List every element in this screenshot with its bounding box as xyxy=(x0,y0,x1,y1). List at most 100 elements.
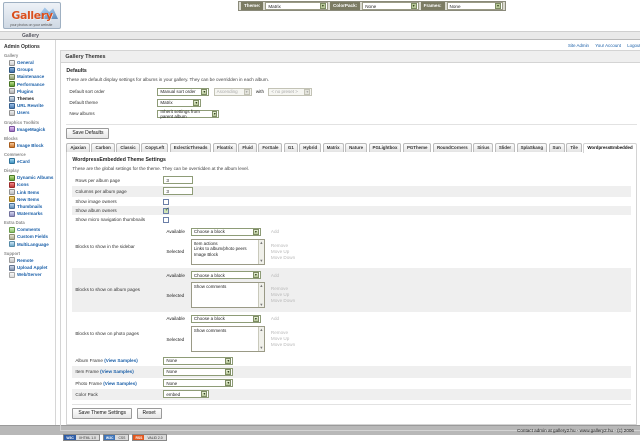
tab-sirius[interactable]: Sirius xyxy=(473,142,494,152)
reset-button[interactable]: Reset xyxy=(136,407,162,419)
sidebar-item-web-server[interactable]: Web/Server xyxy=(4,271,53,278)
view-samples-link[interactable]: (View Samples) xyxy=(103,380,137,386)
tab-floatrix[interactable]: Floatrix xyxy=(212,142,237,152)
sidebar-item-users[interactable]: Users xyxy=(4,109,53,116)
sidebar-item-ecard[interactable]: eCard xyxy=(4,158,53,165)
sidebar-item-image-block[interactable]: Image Block xyxy=(4,142,53,149)
tab-tile[interactable]: Tile xyxy=(566,142,582,152)
scroll-down-icon[interactable]: ▼ xyxy=(259,345,264,351)
selected-blocks-list[interactable]: Show comments ▲ ▼ xyxy=(190,282,265,309)
default-theme-select[interactable]: Matrix ▾ xyxy=(157,98,202,107)
link-site-admin[interactable]: Site Admin xyxy=(568,43,590,48)
tab-g1[interactable]: G1 xyxy=(283,142,298,152)
show-album-owners-checkbox[interactable] xyxy=(163,207,169,214)
sidebar-item-plugins[interactable]: Plugins xyxy=(4,88,53,95)
validation-badge[interactable]: W3C XHTML 1.0 xyxy=(63,433,100,441)
validation-badge[interactable]: RSS VALID 2.0 xyxy=(132,433,167,441)
tab-slider[interactable]: Slider xyxy=(494,142,516,152)
scrollbar[interactable]: ▲ ▼ xyxy=(257,327,264,351)
validation-badge[interactable]: W3C CSS xyxy=(102,433,130,441)
sidebar-item-remote[interactable]: Remote xyxy=(4,257,53,264)
view-samples-link[interactable]: (View Samples) xyxy=(104,358,138,364)
selected-block-item[interactable]: Show comments xyxy=(193,284,227,290)
tab-hybrid[interactable]: Hybrid xyxy=(299,142,322,152)
move-down-button[interactable]: Move Down xyxy=(270,298,296,304)
photo-frame-select[interactable]: None ▾ xyxy=(163,379,234,388)
tab-eclecticthreads[interactable]: EclecticThreads xyxy=(169,142,212,152)
save-theme-settings-button[interactable]: Save Theme Settings xyxy=(72,407,133,419)
tab-matrix[interactable]: Matrix xyxy=(322,142,344,152)
color-pack-select[interactable]: embed ▾ xyxy=(163,390,210,399)
tab-forsale[interactable]: ForSale xyxy=(258,142,283,152)
sidebar-item-link-items[interactable]: Link Items xyxy=(4,188,53,196)
frames-select[interactable]: None ▾ xyxy=(446,2,503,10)
scroll-up-icon[interactable]: ▲ xyxy=(259,327,264,332)
tab-fluid[interactable]: Fluid xyxy=(238,142,257,152)
selected-block-item[interactable]: Item actions xyxy=(193,240,218,246)
scroll-up-icon[interactable]: ▲ xyxy=(259,239,264,245)
move-up-button[interactable]: Move Up xyxy=(270,248,290,254)
sidebar-item-custom-fields[interactable]: Custom Fields xyxy=(4,233,53,240)
sidebar-item-maintenance[interactable]: Maintenance xyxy=(4,73,53,80)
sidebar-item-general[interactable]: General xyxy=(4,59,53,66)
move-down-button[interactable]: Move Down xyxy=(270,254,296,260)
sidebar-item-multilanguage[interactable]: MultiLanguage xyxy=(4,241,53,248)
selected-blocks-list[interactable]: Show comments ▲ ▼ xyxy=(190,326,265,352)
add-block-button[interactable]: Add xyxy=(270,229,280,235)
scrollbar[interactable]: ▲ ▼ xyxy=(257,283,264,308)
available-block-select[interactable]: Choose a block ▾ xyxy=(190,314,261,323)
scroll-down-icon[interactable]: ▼ xyxy=(259,301,264,307)
save-defaults-button[interactable]: Save Defaults xyxy=(66,127,110,139)
link-your-account[interactable]: Your Account xyxy=(595,43,621,48)
move-up-button[interactable]: Move Up xyxy=(270,292,290,298)
sidebar-item-themes[interactable]: Themes xyxy=(4,95,53,102)
tab-classic[interactable]: Classic xyxy=(116,142,140,152)
sidebar-item-icons[interactable]: Icons xyxy=(4,181,53,188)
available-block-select[interactable]: Choose a block ▾ xyxy=(190,227,261,236)
move-down-button[interactable]: Move Down xyxy=(270,342,296,347)
rows-per-album-page-input[interactable]: 3 xyxy=(163,176,194,185)
sidebar-item-performance[interactable]: Performance xyxy=(4,81,53,88)
tab-roundcorners[interactable]: RoundCorners xyxy=(432,142,472,152)
item-frame-select[interactable]: None ▾ xyxy=(163,367,234,376)
sidebar-item-watermarks[interactable]: Watermarks xyxy=(4,210,53,217)
sidebar-item-thumbnails[interactable]: Thumbnails xyxy=(4,203,53,210)
selected-block-item[interactable]: Image Block xyxy=(193,252,219,258)
new-albums-select[interactable]: Inherit settings from parent album ▾ xyxy=(157,109,220,119)
scroll-down-icon[interactable]: ▼ xyxy=(259,258,264,264)
tab-wordpressembedded[interactable]: WordpressEmbedded xyxy=(583,142,637,153)
tab-carbon[interactable]: Carbon xyxy=(91,142,115,152)
tab-nature[interactable]: Nature xyxy=(345,142,368,152)
columns-per-album-page-input[interactable]: 3 xyxy=(163,187,194,196)
link-logout[interactable]: Logout xyxy=(627,43,640,48)
selected-block-item[interactable]: Show comments xyxy=(193,328,227,333)
tab-copyleft[interactable]: CopyLeft xyxy=(141,142,169,152)
tab-ajaxian[interactable]: Ajaxian xyxy=(66,142,90,152)
sort-order-select[interactable]: Manual sort order ▾ xyxy=(157,87,210,96)
sidebar-item-dynamic-albums[interactable]: Dynamic Albums xyxy=(4,174,53,181)
sidebar-item-comments[interactable]: Comments xyxy=(4,226,53,233)
move-up-button[interactable]: Move Up xyxy=(270,336,290,341)
colorpack-select[interactable]: None ▾ xyxy=(362,2,419,10)
sidebar-item-url-rewrite[interactable]: URL Rewrite xyxy=(4,102,53,109)
tab-pgtheme[interactable]: PGTheme xyxy=(402,142,432,152)
remove-block-button[interactable]: Remove xyxy=(270,286,289,292)
remove-block-button[interactable]: Remove xyxy=(270,330,289,335)
tab-splaskang[interactable]: SplaSkang xyxy=(516,142,548,152)
breadcrumb-gallery[interactable]: Gallery xyxy=(22,32,39,39)
selected-blocks-list[interactable]: Item actions Links to album/photo peers Im… xyxy=(190,238,265,265)
add-block-button[interactable]: Add xyxy=(267,269,299,281)
show-image-owners-checkbox[interactable] xyxy=(163,198,170,205)
view-samples-link[interactable]: (View Samples) xyxy=(100,369,134,375)
gallery-logo[interactable]: Gallery your photos on your website xyxy=(3,2,61,29)
add-block-button[interactable]: Add xyxy=(270,316,280,322)
available-block-select[interactable]: Choose a block ▾ xyxy=(190,271,261,280)
sidebar-item-groups[interactable]: Groups xyxy=(4,66,53,73)
album-frame-select[interactable]: None ▾ xyxy=(163,356,234,365)
scrollbar[interactable]: ▲ ▼ xyxy=(257,239,264,264)
tab-pglightbox[interactable]: PGLightbox xyxy=(368,142,402,152)
sidebar-item-imagemagick[interactable]: ImageMagick xyxy=(4,126,53,133)
scroll-up-icon[interactable]: ▲ xyxy=(259,283,264,289)
breadcrumb[interactable]: Gallery xyxy=(0,31,640,40)
sidebar-item-new-items[interactable]: New Items xyxy=(4,196,53,203)
